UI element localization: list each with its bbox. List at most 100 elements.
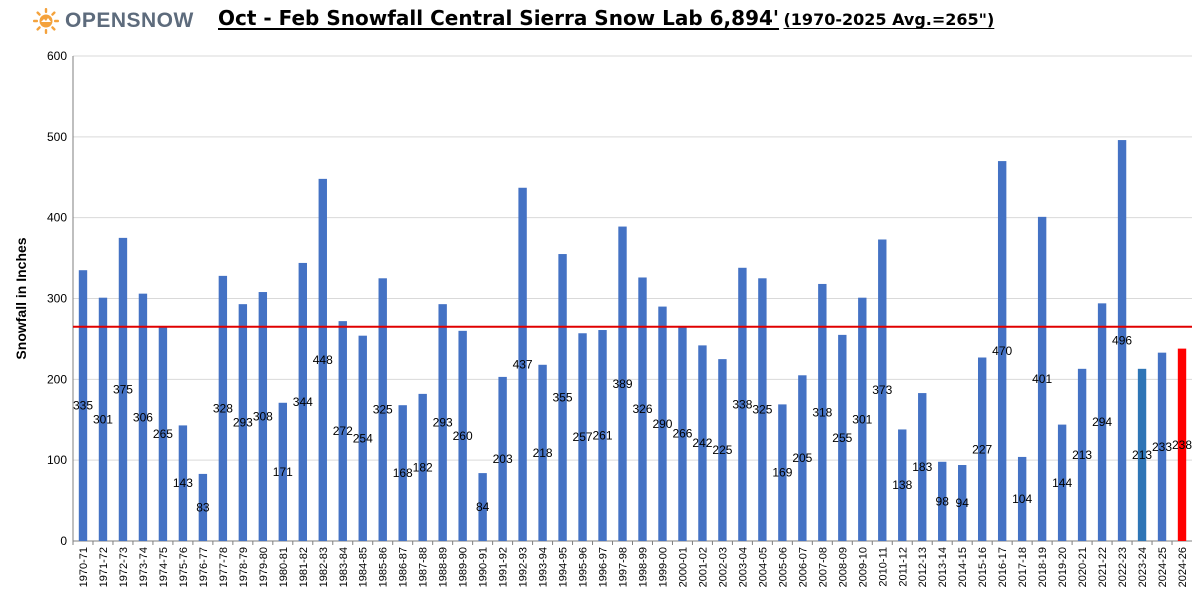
x-tick-label: 2002-03 <box>717 547 729 587</box>
bar <box>138 293 148 541</box>
bar <box>658 306 667 541</box>
bar <box>977 357 987 541</box>
bar <box>558 254 567 541</box>
x-tick-label: 2000-01 <box>677 547 689 587</box>
bar <box>218 275 228 541</box>
bar <box>698 345 707 541</box>
data-label: 294 <box>1092 415 1112 429</box>
x-tick-label: 2016-17 <box>997 547 1009 587</box>
x-tick-label: 2010-11 <box>877 547 889 587</box>
bar <box>98 297 108 541</box>
chart-title-sub: (1970-2025 Avg.=265") <box>783 10 995 29</box>
bar <box>538 364 547 541</box>
data-label: 213 <box>1132 448 1152 462</box>
data-label: 257 <box>573 430 593 444</box>
data-label: 138 <box>892 478 912 492</box>
x-tick-label: 1997-98 <box>618 547 630 587</box>
x-tick-label: 2012-13 <box>917 547 929 587</box>
bar <box>178 425 188 541</box>
chart-title-main: Oct - Feb Snowfall Central Sierra Snow L… <box>218 6 780 30</box>
x-tick-label: 2001-02 <box>697 547 709 587</box>
x-tick-label: 1972-73 <box>118 547 130 587</box>
data-label: 389 <box>612 377 632 391</box>
x-tick-label: 1970-71 <box>78 547 90 587</box>
bar <box>378 278 387 541</box>
data-label: 266 <box>672 426 692 440</box>
data-label: 83 <box>196 500 210 514</box>
data-label: 496 <box>1112 334 1132 348</box>
x-tick-label: 2008-09 <box>837 547 849 587</box>
x-tick-label: 2007-08 <box>817 547 829 587</box>
bar <box>278 402 288 541</box>
data-label: 328 <box>213 401 233 415</box>
bar <box>118 237 128 541</box>
data-label: 293 <box>433 416 453 430</box>
bar <box>358 335 367 541</box>
bar <box>298 262 307 541</box>
y-tick-label: 200 <box>47 372 67 386</box>
x-tick-label: 2021-22 <box>1097 547 1109 587</box>
data-label: 470 <box>992 344 1012 358</box>
data-label: 203 <box>493 452 513 466</box>
data-label: 261 <box>593 429 613 443</box>
x-tick-label: 1971-72 <box>98 547 110 587</box>
bar <box>898 429 907 541</box>
bar <box>938 461 947 541</box>
bar <box>1037 216 1047 541</box>
bar <box>1017 456 1027 541</box>
chart-header: OPENSNOW Oct - Feb Snowfall Central Sier… <box>0 0 1200 50</box>
y-tick-label: 300 <box>47 292 67 306</box>
data-label: 238 <box>1172 438 1192 452</box>
x-tick-label: 1988-89 <box>438 547 450 587</box>
x-tick-label: 2024-25 <box>1157 547 1169 587</box>
bar <box>738 267 747 541</box>
x-tick-label: 2011-12 <box>897 547 909 587</box>
x-tick-label: 1985-86 <box>378 547 390 587</box>
x-tick-label: 2004-05 <box>757 547 769 587</box>
data-label: 242 <box>692 436 712 450</box>
data-label: 144 <box>1052 476 1072 490</box>
bar <box>398 405 407 541</box>
data-label: 375 <box>113 382 133 396</box>
data-label: 94 <box>956 496 970 510</box>
x-tick-label: 1979-80 <box>258 547 270 587</box>
bar <box>438 304 447 541</box>
y-tick-label: 400 <box>47 211 67 225</box>
data-label: 272 <box>333 424 353 438</box>
bar <box>478 473 487 541</box>
data-label: 290 <box>652 417 672 431</box>
bar <box>1117 140 1127 542</box>
data-label: 325 <box>752 403 772 417</box>
bar <box>1097 303 1107 541</box>
x-tick-label: 2019-20 <box>1057 547 1069 587</box>
x-tick-label: 1980-81 <box>278 547 290 587</box>
bar <box>1057 424 1067 541</box>
data-label: 84 <box>476 500 490 514</box>
data-label: 301 <box>852 412 872 426</box>
y-axis-title: Snowfall in Inches <box>13 237 29 359</box>
x-tick-label: 1983-84 <box>338 547 350 587</box>
x-tick-label: 1978-79 <box>238 547 250 587</box>
bar <box>678 325 687 541</box>
x-tick-label: 1992-93 <box>518 547 530 587</box>
data-label: 338 <box>732 397 752 411</box>
bar <box>258 292 268 541</box>
data-label: 265 <box>153 427 173 441</box>
data-label: 233 <box>1152 440 1172 454</box>
data-label: 183 <box>912 460 932 474</box>
bar <box>618 226 627 541</box>
x-tick-label: 1989-90 <box>458 547 470 587</box>
chart-title: Oct - Feb Snowfall Central Sierra Snow L… <box>218 6 994 30</box>
data-label: 306 <box>133 410 153 424</box>
x-tick-label: 2017-18 <box>1017 547 1029 587</box>
x-tick-label: 1991-92 <box>498 547 510 587</box>
bar <box>418 393 427 541</box>
bar <box>958 465 967 541</box>
bar <box>1157 352 1167 541</box>
data-label: 254 <box>353 431 373 445</box>
logo-text: OPENSNOW <box>65 9 194 32</box>
bar <box>158 326 168 541</box>
data-label: 335 <box>73 399 93 413</box>
x-tick-label: 2005-06 <box>777 547 789 587</box>
